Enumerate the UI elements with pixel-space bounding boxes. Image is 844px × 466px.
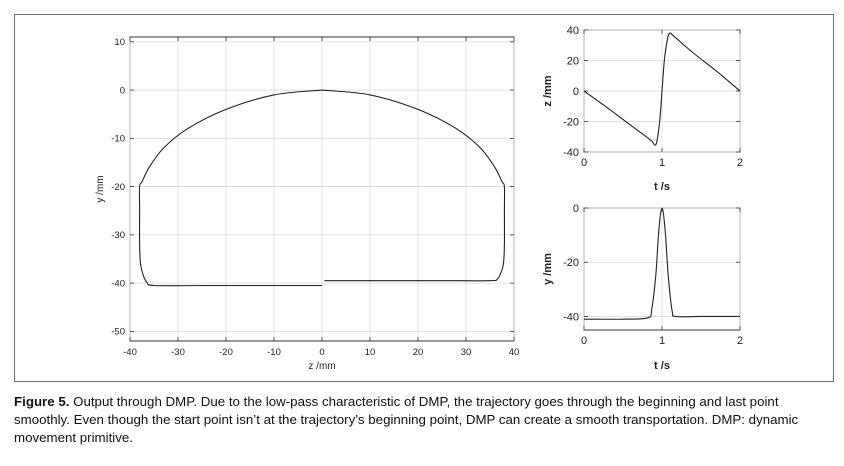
main-ylabel: y /mm — [95, 175, 106, 202]
caption-label: Figure 5. — [14, 394, 70, 409]
main-xtick-label: 30 — [461, 347, 472, 358]
main-xtick-label: -20 — [219, 347, 233, 358]
tr-ytick-label: -20 — [563, 116, 579, 128]
main-xtick-label: 10 — [365, 347, 376, 358]
main-series-line-1 — [138, 89, 323, 287]
figure-frame — [14, 14, 834, 382]
main-series-line-2 — [321, 89, 506, 282]
tr-ytick-label: 40 — [567, 25, 579, 37]
y-time-plot: 0 1 2 0 -20 -40 t /s y /mm — [542, 203, 743, 372]
main-ytick-label: 10 — [114, 37, 125, 48]
br-ytick-label: 0 — [573, 203, 579, 215]
main-xtick-label: -10 — [267, 347, 281, 358]
caption-text: Output through DMP. Due to the low-pass … — [14, 394, 799, 445]
main-ytick-label: 0 — [120, 85, 125, 96]
main-ytick-label: -10 — [111, 134, 125, 145]
main-xtick-label: 40 — [509, 347, 520, 358]
main-ytick-label: -30 — [111, 230, 125, 241]
main-xlabel: z /mm — [308, 361, 335, 372]
main-xtick-label: 0 — [319, 347, 324, 358]
br-series — [583, 207, 740, 320]
figure-plots: -40 -30 -20 -10 0 10 20 30 40100-10-20-30-40-50 … — [95, 25, 743, 372]
tr-ylabel: z /mm — [542, 75, 554, 106]
main-xtick-label: 20 — [413, 347, 424, 358]
z-time-plot: 0 1 2 40 20 0 -20 -40 t /s z /mm — [542, 25, 743, 193]
tr-ytick-label: 0 — [573, 86, 579, 98]
tr-xtick-label: 1 — [659, 157, 665, 169]
main-xtick-label: -40 — [123, 347, 137, 358]
main-grid — [129, 37, 515, 341]
br-ytick-label: -40 — [563, 311, 579, 323]
tr-ytick-label: 20 — [567, 55, 579, 67]
tr-series — [583, 32, 741, 146]
main-series — [138, 89, 506, 287]
br-xtick-label: 2 — [737, 335, 743, 347]
br-xtick-label: 1 — [659, 335, 665, 347]
figure-caption: Figure 5. Output through DMP. Due to the… — [14, 393, 836, 447]
tr-series-line-1 — [583, 32, 741, 146]
main-trajectory-plot: -40 -30 -20 -10 0 10 20 30 40100-10-20-30-40-50 … — [95, 36, 519, 372]
tr-xtick-label: 0 — [581, 157, 587, 169]
main-ytick-label: -40 — [111, 278, 125, 289]
br-series-line-1 — [583, 207, 740, 320]
br-xlabel: t /s — [654, 360, 670, 372]
main-ytick-label: -50 — [111, 327, 125, 338]
tr-ticks: 0 1 2 40 20 0 -20 -40 — [563, 25, 743, 169]
main-ytick-label: -20 — [111, 182, 125, 193]
br-xtick-label: 0 — [581, 335, 587, 347]
tr-xlabel: t /s — [654, 181, 670, 193]
tr-xtick-label: 2 — [737, 157, 743, 169]
tr-ytick-label: -40 — [563, 147, 579, 159]
br-ytick-label: -20 — [563, 257, 579, 269]
main-xtick-label: -30 — [171, 347, 185, 358]
main-ticks: -40 -30 -20 -10 0 10 20 30 40 10 0 -10 -20 -30 -40 -50 — [111, 37, 519, 358]
br-ylabel: y /mm — [542, 253, 554, 285]
